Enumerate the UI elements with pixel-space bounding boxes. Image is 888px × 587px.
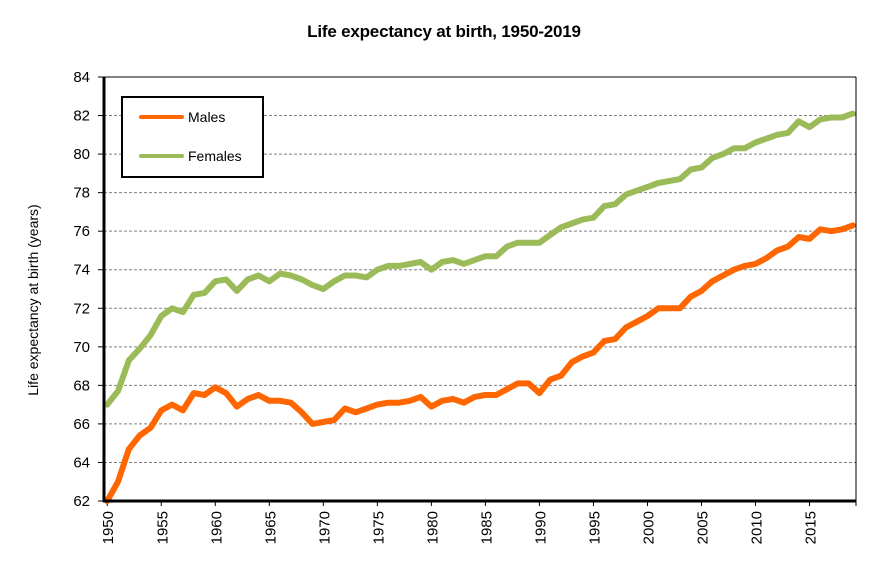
y-tick-label: 74: [73, 262, 90, 279]
x-tick-label: 2005: [694, 511, 711, 544]
x-tick-label: 1965: [262, 511, 279, 544]
x-axis-ticks: 1950 1955 1960 1965 1970 1975 1980 1985 1990 1995…: [100, 501, 857, 544]
y-tick-label: 66: [73, 416, 90, 433]
y-tick-label: 68: [73, 377, 90, 394]
y-tick-label: 64: [73, 454, 90, 471]
x-tick-label: 2015: [803, 511, 820, 544]
x-tick-label: 2010: [749, 511, 766, 544]
x-tick-label: 2000: [640, 511, 657, 544]
x-tick-label: 1985: [478, 511, 495, 544]
series-lines: [104, 110, 856, 504]
x-tick-label: 1990: [532, 511, 549, 544]
y-tick-label: 84: [73, 69, 90, 86]
x-tick-label: 1960: [208, 511, 225, 544]
chart-title: Life expectancy at birth, 1950-2019: [307, 22, 581, 41]
legend: Males Females: [121, 96, 264, 178]
y-tick-label: 76: [73, 223, 90, 240]
axes: [102, 76, 857, 503]
y-tick-label: 78: [73, 185, 90, 202]
y-tick-label: 72: [73, 300, 90, 317]
series-line-females: [104, 110, 856, 408]
legend-label-males: Males: [188, 109, 225, 125]
y-axis-ticks: 62 64 66 68 70 72 74 76 78 80 82 84: [73, 69, 104, 510]
x-tick-label: 1975: [370, 511, 387, 544]
y-tick-label: 80: [73, 146, 90, 163]
y-tick-label: 82: [73, 108, 90, 125]
x-tick-label: 1950: [100, 511, 117, 544]
x-tick-label: 1970: [316, 511, 333, 544]
x-tick-label: 1980: [424, 511, 441, 544]
legend-label-females: Females: [188, 148, 242, 164]
x-tick-label: 1955: [154, 511, 171, 544]
x-tick-label: 1995: [586, 511, 603, 544]
y-tick-label: 62: [73, 493, 90, 510]
series-line-males: [104, 222, 856, 504]
legend-box: [121, 96, 264, 178]
y-tick-label: 70: [73, 339, 90, 356]
